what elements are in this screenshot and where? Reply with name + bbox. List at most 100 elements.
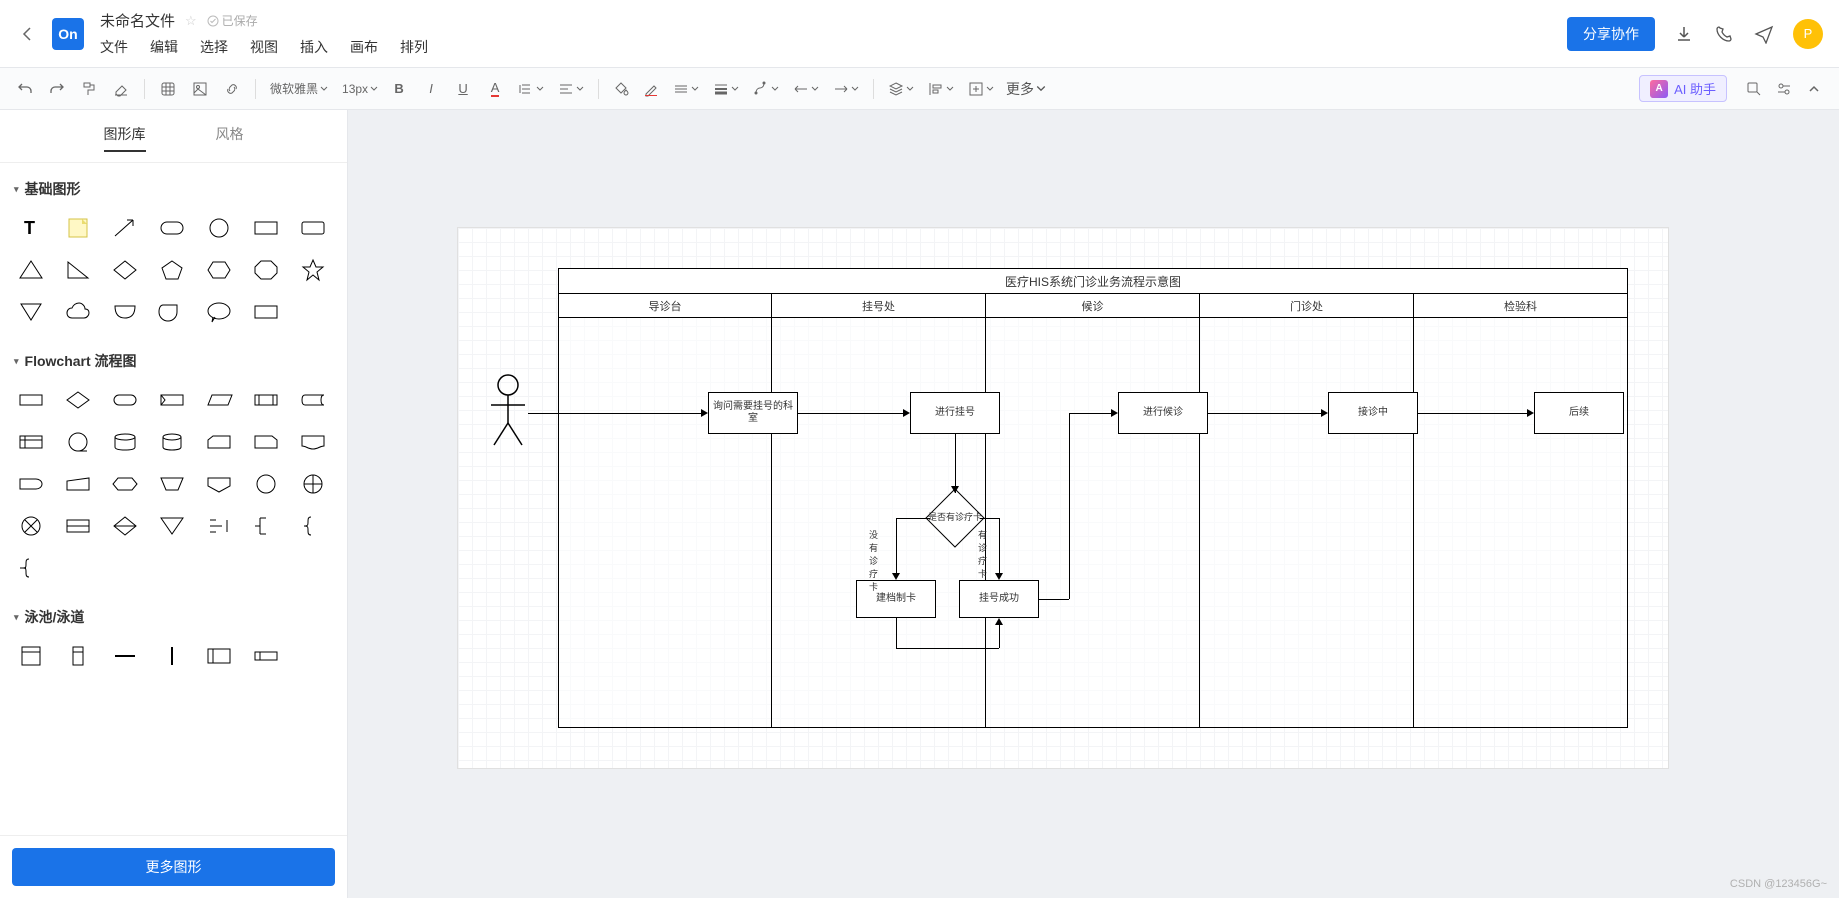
fc-manual-op[interactable] (153, 467, 191, 501)
sidebar-tab-shapes[interactable]: 图形库 (104, 124, 146, 152)
pool-lane-h[interactable] (247, 639, 285, 673)
sidebar-tab-style[interactable]: 风格 (216, 124, 244, 152)
fc-sort[interactable] (106, 509, 144, 543)
shape-arrow[interactable] (106, 211, 144, 245)
font-size-dropdown[interactable]: 13px (338, 80, 382, 98)
ai-assistant-button[interactable]: AAI 助手 (1639, 75, 1727, 102)
pool-sep-v[interactable] (153, 639, 191, 673)
node-see-doc[interactable]: 接诊中 (1328, 392, 1418, 434)
italic-button[interactable]: I (418, 76, 444, 102)
shape-drop[interactable] (12, 295, 50, 329)
favorite-icon[interactable]: ☆ (185, 13, 197, 29)
fc-card2[interactable] (247, 425, 285, 459)
share-button[interactable]: 分享协作 (1567, 17, 1655, 51)
node-register[interactable]: 进行挂号 (910, 392, 1000, 434)
lane-header-1[interactable]: 挂号处 (772, 294, 986, 318)
fc-offpage[interactable] (200, 467, 238, 501)
shape-text[interactable]: T (12, 211, 50, 245)
fc-merge[interactable] (153, 509, 191, 543)
line-height-dropdown[interactable] (514, 79, 548, 99)
send-icon[interactable] (1753, 23, 1775, 45)
lane-header-0[interactable]: 导诊台 (558, 294, 772, 318)
more-button[interactable]: 更多 (1006, 79, 1046, 99)
lane-header-4[interactable]: 检验科 (1414, 294, 1628, 318)
format-painter-button[interactable] (76, 76, 102, 102)
fc-database2[interactable] (106, 425, 144, 459)
node-decision[interactable]: 是否有诊疗卡 (925, 488, 985, 548)
actor-icon[interactable] (488, 373, 528, 451)
undo-button[interactable] (12, 76, 38, 102)
lane-header-2[interactable]: 候诊 (986, 294, 1200, 318)
node-wait[interactable]: 进行候诊 (1118, 392, 1208, 434)
fc-tape[interactable] (59, 425, 97, 459)
shape-rect[interactable] (247, 211, 285, 245)
image-button[interactable] (187, 76, 213, 102)
fc-internal-storage[interactable] (12, 425, 50, 459)
menu-view[interactable]: 视图 (250, 37, 278, 57)
connector-dropdown[interactable] (749, 79, 783, 99)
download-icon[interactable] (1673, 23, 1695, 45)
fc-process[interactable] (12, 383, 50, 417)
menu-file[interactable]: 文件 (100, 37, 128, 57)
fc-delay[interactable] (12, 467, 50, 501)
line-weight-dropdown[interactable] (709, 79, 743, 99)
node-ask-dept[interactable]: 询问需要挂号的科室 (708, 392, 798, 434)
shape-right-triangle[interactable] (59, 253, 97, 287)
shape-rect2[interactable] (294, 211, 332, 245)
shape-speech[interactable] (200, 295, 238, 329)
arrow-start-dropdown[interactable] (789, 79, 823, 99)
flowchart-title[interactable]: 医疗HIS系统门诊业务流程示意图 (558, 268, 1628, 294)
shape-note[interactable] (59, 211, 97, 245)
document-title[interactable]: 未命名文件 (100, 10, 175, 31)
collapse-button[interactable] (1801, 76, 1827, 102)
section-basic-shapes[interactable]: ▾基础图形 (10, 169, 337, 207)
app-logo[interactable]: On (52, 18, 84, 50)
pool-horizontal[interactable] (200, 639, 238, 673)
shape-pentagon[interactable] (153, 253, 191, 287)
line-style-dropdown[interactable] (669, 79, 703, 99)
shape-triangle[interactable] (12, 253, 50, 287)
settings-button[interactable] (1771, 76, 1797, 102)
fc-decision[interactable] (59, 383, 97, 417)
link-button[interactable] (219, 76, 245, 102)
shape-star[interactable] (294, 253, 332, 287)
fc-database[interactable] (153, 425, 191, 459)
eraser-button[interactable] (108, 76, 134, 102)
section-flowchart[interactable]: ▾Flowchart 流程图 (10, 341, 337, 379)
menu-edit[interactable]: 编辑 (150, 37, 178, 57)
back-button[interactable] (16, 22, 40, 46)
lane-header-3[interactable]: 门诊处 (1200, 294, 1414, 318)
fc-manual-input[interactable] (59, 467, 97, 501)
group-dropdown[interactable] (964, 79, 998, 99)
fc-stored-data[interactable] (294, 383, 332, 417)
node-followup[interactable]: 后续 (1534, 392, 1624, 434)
fc-document[interactable] (294, 425, 332, 459)
fc-display[interactable] (153, 383, 191, 417)
pool-sep-h[interactable] (106, 639, 144, 673)
user-avatar[interactable]: P (1793, 19, 1823, 49)
search-button[interactable] (1741, 76, 1767, 102)
fc-collate[interactable] (200, 509, 238, 543)
fc-data[interactable] (200, 383, 238, 417)
bold-button[interactable]: B (386, 76, 412, 102)
arrow-end-dropdown[interactable] (829, 79, 863, 99)
fc-card[interactable] (200, 425, 238, 459)
fc-preparation[interactable] (106, 467, 144, 501)
node-reg-ok[interactable]: 挂号成功 (959, 580, 1039, 618)
shape-card[interactable] (247, 295, 285, 329)
phone-icon[interactable] (1713, 23, 1735, 45)
fc-or[interactable] (294, 467, 332, 501)
section-pool[interactable]: ▾泳池/泳道 (10, 597, 337, 635)
lane-body-4[interactable] (1414, 318, 1628, 728)
layer-dropdown[interactable] (884, 79, 918, 99)
menu-canvas[interactable]: 画布 (350, 37, 378, 57)
font-color-button[interactable]: A (482, 76, 508, 102)
more-shapes-button[interactable]: 更多图形 (12, 848, 335, 886)
fc-connector[interactable] (247, 467, 285, 501)
border-color-dropdown[interactable] (639, 79, 663, 99)
align-objects-dropdown[interactable] (924, 79, 958, 99)
menu-insert[interactable]: 插入 (300, 37, 328, 57)
pool-vertical[interactable] (12, 639, 50, 673)
fc-annotation2[interactable] (247, 509, 285, 543)
fc-sum[interactable] (12, 509, 50, 543)
